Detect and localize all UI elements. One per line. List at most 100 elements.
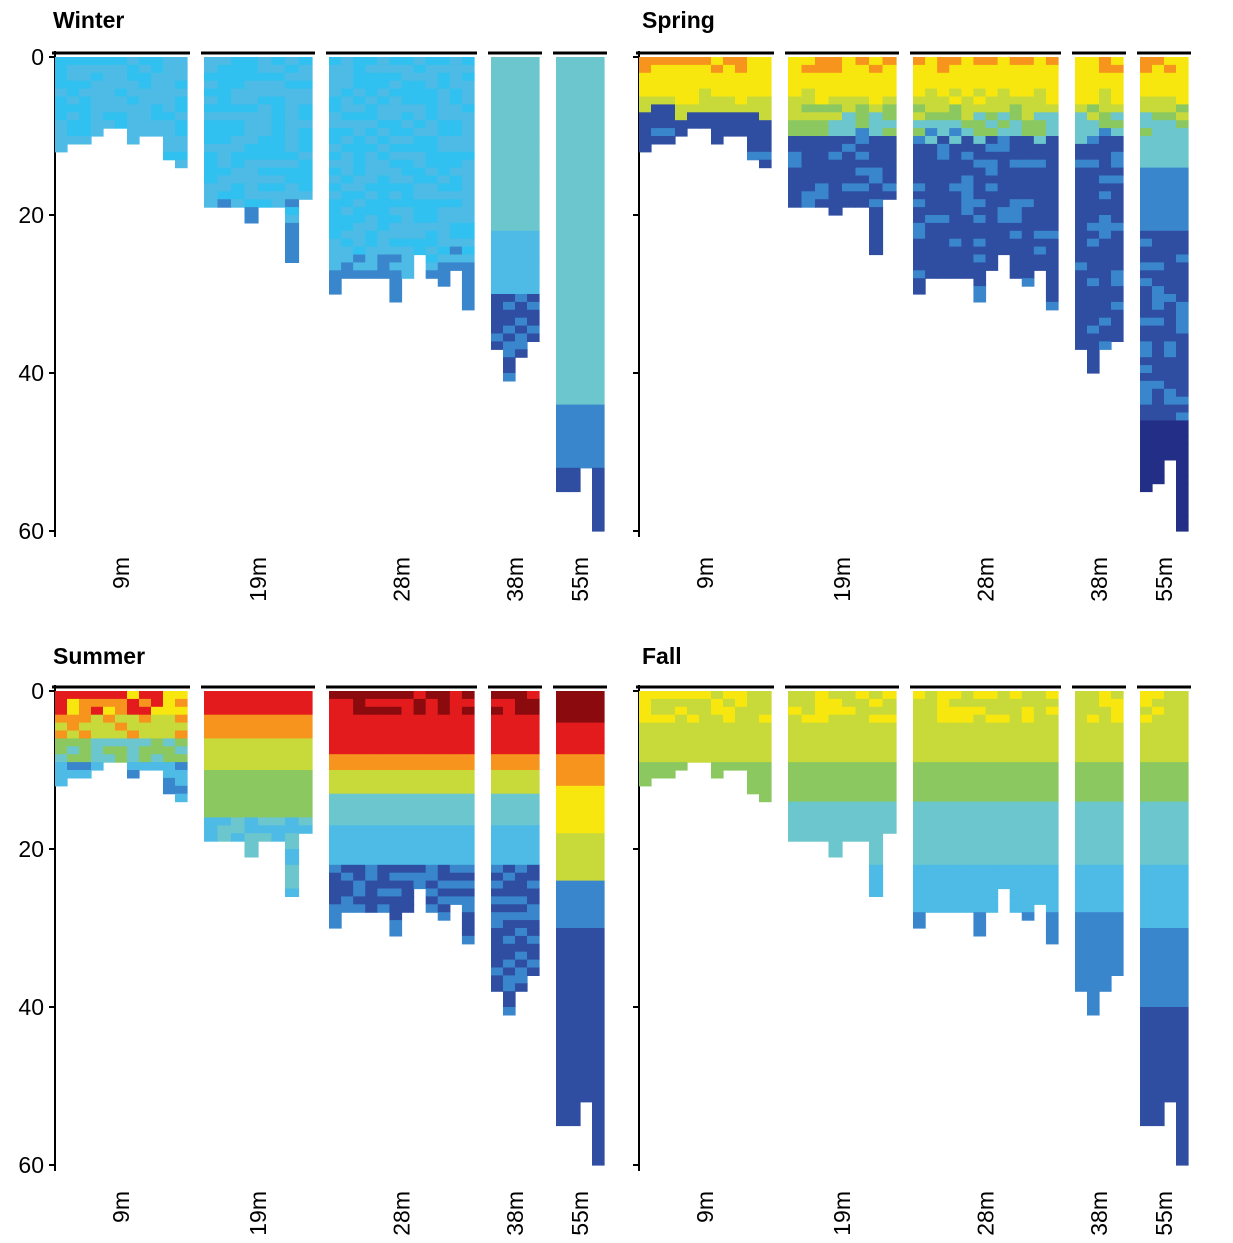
heatmap-cell: [925, 254, 938, 263]
heatmap-cell: [353, 167, 366, 177]
heatmap-cell: [556, 880, 569, 890]
heatmap-cell: [341, 167, 354, 177]
heatmap-cell: [1021, 183, 1035, 192]
heatmap-cell: [1176, 809, 1189, 818]
heatmap-cell: [413, 207, 427, 216]
heatmap-cell: [413, 856, 427, 866]
heatmap-cell: [711, 120, 724, 129]
heatmap-cell: [759, 793, 772, 803]
heatmap-cell: [1099, 785, 1112, 795]
heatmap-cell: [973, 286, 987, 295]
heatmap-cell: [341, 691, 354, 700]
heatmap-cell: [949, 151, 962, 161]
heatmap-cell: [869, 191, 884, 200]
heatmap-cell: [580, 896, 593, 905]
heatmap-cell: [1111, 207, 1124, 216]
heatmap-cell: [1164, 286, 1177, 295]
heatmap-cell: [298, 120, 313, 129]
heatmap-cell: [568, 746, 581, 755]
heatmap-cell: [204, 159, 219, 169]
heatmap-cell: [842, 128, 857, 137]
heatmap-cell: [353, 136, 366, 145]
heatmap-cell: [258, 88, 273, 98]
heatmap-cell: [503, 167, 516, 177]
heatmap-cell: [842, 191, 857, 200]
heatmap-cell: [1140, 294, 1153, 303]
heatmap-cell: [961, 199, 975, 208]
heatmap-cell: [997, 691, 1011, 700]
heatmap-cell: [79, 691, 92, 700]
heatmap-cell: [115, 746, 128, 755]
heatmap-cell: [568, 935, 581, 945]
heatmap-cell: [527, 191, 540, 200]
heatmap-cell: [503, 365, 516, 374]
heatmap-cell: [788, 706, 803, 716]
heatmap-cell: [258, 128, 273, 137]
heatmap-cell: [341, 246, 354, 256]
heatmap-cell: [1164, 1022, 1177, 1032]
heatmap-cell: [1087, 57, 1100, 66]
heatmap-cell: [1176, 904, 1189, 913]
heatmap-cell: [828, 57, 843, 66]
heatmap-cell: [801, 183, 816, 192]
heatmap-cell: [568, 738, 581, 747]
heatmap-cell: [949, 120, 962, 129]
heatmap-cell: [244, 841, 259, 850]
heatmap-cell: [437, 175, 451, 184]
heatmap-cell: [365, 238, 378, 248]
heatmap-cell: [580, 270, 593, 279]
heatmap-cell: [1140, 1117, 1153, 1127]
heatmap-cell: [1021, 785, 1035, 795]
heatmap-cell: [437, 714, 451, 724]
heatmap-cell: [425, 777, 439, 787]
heatmap-cell: [353, 175, 366, 184]
heatmap-cell: [413, 770, 427, 779]
heatmap-cell: [1152, 64, 1165, 74]
heatmap-cell: [204, 825, 219, 834]
heatmap-cell: [231, 104, 246, 113]
heatmap-cell: [985, 159, 999, 169]
heatmap-cell: [461, 88, 475, 98]
heatmap-cell: [556, 1038, 569, 1048]
heatmap-cell: [449, 143, 463, 153]
heatmap-cell: [651, 730, 664, 739]
heatmap-cell: [1164, 341, 1177, 350]
heatmap-cell: [869, 151, 884, 161]
heatmap-cell: [925, 120, 938, 129]
heatmap-cell: [1045, 706, 1059, 716]
heatmap-cell: [79, 754, 92, 763]
heatmap-cell: [937, 856, 950, 866]
heatmap-cell: [163, 151, 176, 161]
heatmap-cell: [568, 706, 581, 716]
station-label: 28m: [389, 1191, 415, 1236]
heatmap-cell: [271, 136, 286, 145]
heatmap-cell: [115, 706, 128, 716]
heatmap-cell: [788, 136, 803, 145]
heatmap-cell: [413, 104, 427, 113]
heatmap-cell: [1045, 912, 1059, 921]
station-label: 38m: [502, 1191, 528, 1236]
heatmap-cell: [1099, 777, 1112, 787]
heatmap-cell: [461, 864, 475, 874]
heatmap-cell: [1111, 294, 1124, 303]
heatmap-cell: [985, 120, 999, 129]
heatmap-cell: [491, 341, 504, 350]
heatmap-cell: [204, 762, 219, 771]
heatmap-cell: [55, 120, 68, 129]
heatmap-cell: [389, 262, 403, 271]
heatmap-cell: [1099, 88, 1112, 98]
heatmap-cell: [711, 691, 724, 700]
heatmap-cell: [1033, 104, 1047, 113]
heatmap-cell: [1140, 254, 1153, 263]
heatmap-cell: [401, 841, 415, 850]
heatmap-cell: [175, 691, 188, 700]
heatmap-cell: [389, 183, 403, 192]
heatmap-cell: [1140, 935, 1153, 945]
heatmap-cell: [855, 72, 870, 82]
heatmap-cell: [244, 159, 259, 169]
heatmap-cell: [1009, 183, 1023, 192]
heatmap-cell: [377, 175, 391, 184]
heatmap-cell: [527, 72, 540, 82]
heatmap-cell: [79, 706, 92, 716]
heatmap-cell: [961, 785, 975, 795]
